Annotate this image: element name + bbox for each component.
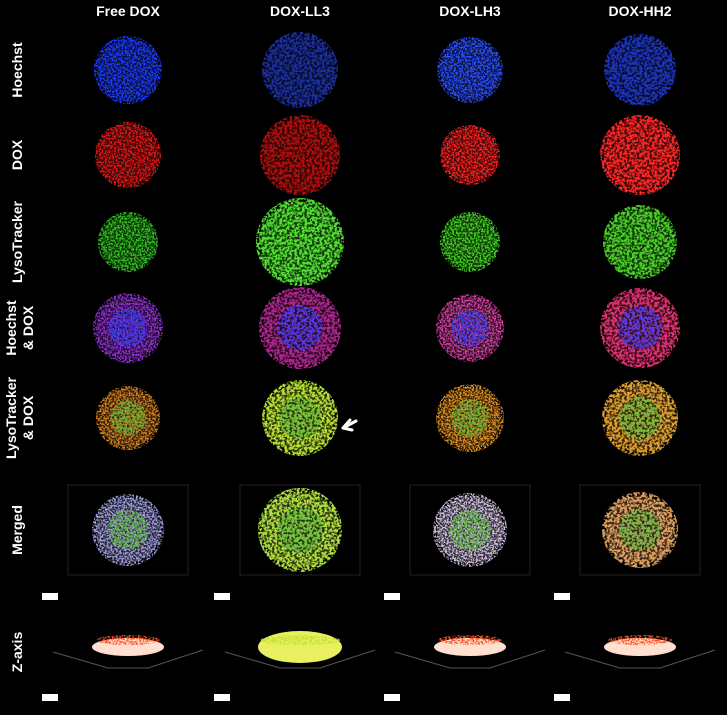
panel-frame [67, 484, 189, 576]
z-outline [52, 649, 204, 669]
scale-bar [214, 694, 230, 701]
z-outline [564, 649, 716, 669]
spheroid [94, 36, 162, 104]
spheroid [604, 34, 676, 106]
spheroid-inner [619, 509, 661, 551]
scale-bar [42, 593, 58, 600]
spheroid-inner [277, 305, 323, 351]
z-profile-top [260, 635, 340, 645]
spheroid [260, 115, 340, 195]
scale-bar [384, 694, 400, 701]
scale-bar [42, 694, 58, 701]
scale-bar [384, 593, 400, 600]
row-label: LysoTracker [9, 200, 25, 283]
row-label: Hoechst [9, 42, 25, 98]
spheroid-inner [618, 306, 662, 350]
row-label-line: DOX [9, 139, 25, 170]
row-label-line: LysoTracker [9, 200, 25, 283]
z-profile-top [608, 635, 672, 645]
row-label: DOX [9, 139, 25, 170]
scale-bar [214, 593, 230, 600]
column-label: DOX-LL3 [270, 3, 330, 19]
spheroid-inner [108, 308, 148, 348]
spheroid-inner [619, 397, 661, 439]
panel-frame [579, 484, 701, 576]
spheroid-inner [110, 400, 146, 436]
scale-bar [554, 593, 570, 600]
spheroid [95, 122, 161, 188]
row-label-line: & DOX [20, 305, 36, 350]
spheroid-inner [451, 399, 489, 437]
z-profile-top [438, 635, 502, 645]
row-label-line: Hoechst [9, 42, 25, 98]
row-label: LysoTracker& DOX [3, 376, 36, 459]
row-label-line: & DOX [20, 395, 36, 440]
panel-frame [239, 484, 361, 576]
spheroid-inner [108, 510, 148, 550]
scale-bar [554, 694, 570, 701]
spheroid-inner [279, 397, 321, 439]
spheroid-inner [276, 506, 324, 554]
column-label: DOX-LH3 [439, 3, 501, 19]
row-label-line: Hoechst [3, 300, 19, 356]
arrow [341, 418, 358, 432]
panel-frame [409, 484, 531, 576]
row-label-line: LysoTracker [3, 376, 19, 459]
z-outline [224, 649, 376, 669]
spheroid [98, 212, 158, 272]
column-label: Free DOX [96, 3, 160, 19]
spheroid [256, 198, 344, 286]
row-label: Z-axis [9, 632, 25, 673]
z-outline [394, 649, 546, 669]
panels [42, 32, 716, 701]
spheroid-inner [449, 509, 491, 551]
spheroid [262, 32, 338, 108]
row-label-line: Z-axis [9, 632, 25, 673]
row-label-line: Merged [9, 505, 25, 555]
column-label: DOX-HH2 [608, 3, 671, 19]
spheroid [440, 125, 500, 185]
spheroid [603, 205, 677, 279]
spheroid-inner [451, 309, 489, 347]
spheroid [600, 115, 680, 195]
z-profile-top [96, 635, 160, 645]
row-label: Hoechst& DOX [3, 300, 36, 356]
row-label: Merged [9, 505, 25, 555]
spheroid [440, 212, 500, 272]
spheroid [437, 37, 503, 103]
